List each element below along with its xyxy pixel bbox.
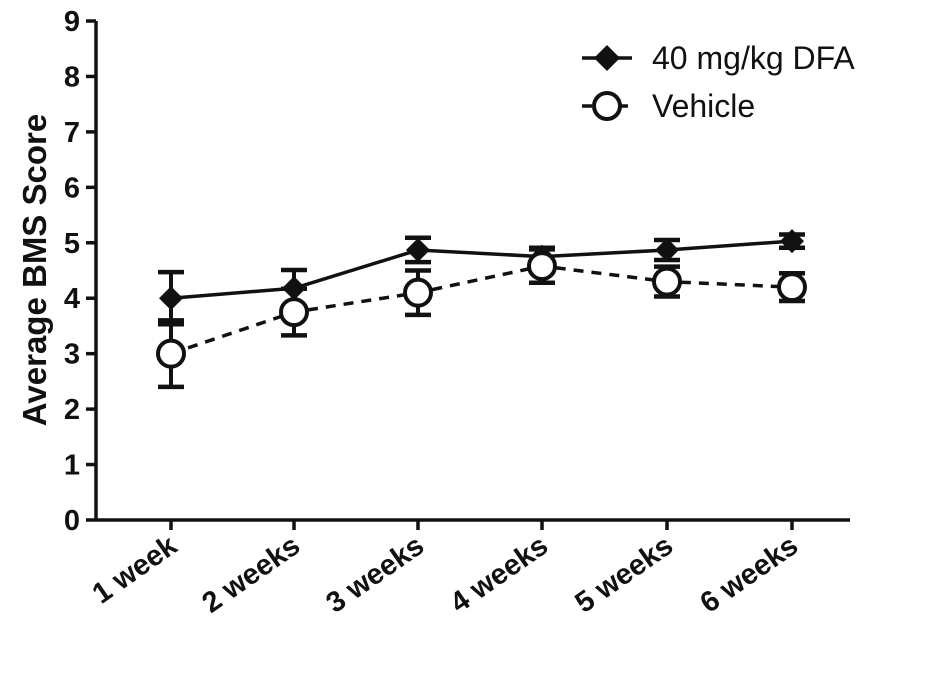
x-tick-label: 4 weeks xyxy=(445,530,554,620)
y-tick-label: 8 xyxy=(64,61,80,93)
y-axis-label: Average BMS Score xyxy=(16,114,53,426)
series-line xyxy=(170,239,793,300)
x-tick-label: 6 weeks xyxy=(695,530,804,620)
legend-item: Vehicle xyxy=(582,88,755,124)
data-point xyxy=(159,286,183,311)
y-tick-label: 4 xyxy=(64,283,80,315)
y-tick-label: 5 xyxy=(64,228,80,260)
data-point xyxy=(406,237,430,262)
y-tick-label: 9 xyxy=(64,6,80,38)
legend-marker xyxy=(594,45,620,71)
y-tick-label: 7 xyxy=(64,117,80,149)
data-point xyxy=(527,251,557,282)
data-point xyxy=(652,266,682,297)
legend-label: Vehicle xyxy=(652,88,755,124)
series-layer xyxy=(156,229,807,390)
series-vehicle xyxy=(156,247,807,390)
data-point xyxy=(403,277,433,308)
data-point xyxy=(777,272,807,303)
x-ticks: 1 week 2 weeks 3 weeks 4 weeks 5 weeks 6 week… xyxy=(87,520,804,620)
y-tick-label: 0 xyxy=(64,505,80,537)
series-line xyxy=(170,264,793,356)
data-point xyxy=(279,297,309,328)
x-tick-label: 1 week xyxy=(87,529,184,610)
legend-marker xyxy=(592,91,622,121)
series-dfa xyxy=(158,229,805,327)
legend-item: 40 mg/kg DFA xyxy=(582,40,855,76)
x-tick-label: 2 weeks xyxy=(197,530,306,620)
y-tick-label: 3 xyxy=(64,339,80,371)
x-tick-label: 3 weeks xyxy=(321,530,430,620)
axes xyxy=(94,21,850,522)
y-tick-label: 1 xyxy=(64,450,80,482)
data-point xyxy=(780,229,804,254)
legend: 40 mg/kg DFA Vehicle xyxy=(582,40,855,124)
data-point xyxy=(156,338,186,369)
x-tick-label: 5 weeks xyxy=(570,530,679,620)
data-point xyxy=(655,237,679,262)
y-ticks: 0 1 2 3 4 5 6 7 8 9 xyxy=(64,6,96,537)
y-tick-label: 2 xyxy=(64,394,80,426)
y-tick-label: 6 xyxy=(64,172,80,204)
legend-label: 40 mg/kg DFA xyxy=(652,40,855,76)
